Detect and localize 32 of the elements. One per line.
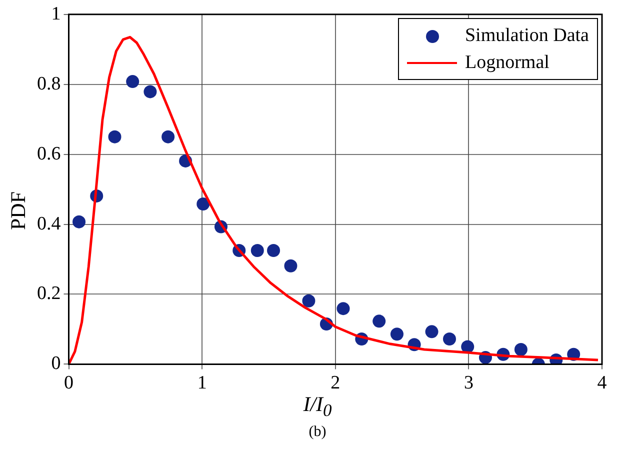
y-axis-title: PDF [6, 191, 31, 230]
point [302, 294, 316, 308]
point [72, 215, 86, 228]
point [267, 244, 280, 258]
x-tick-label: 3 [464, 372, 474, 394]
point [336, 302, 350, 316]
point [425, 325, 438, 338]
point [514, 343, 528, 356]
point [442, 332, 456, 346]
y-tick-label: 0.2 [37, 283, 61, 304]
y-tick-label: 1 [51, 3, 61, 24]
point [372, 314, 386, 328]
legend-label: Lognormal [464, 52, 550, 74]
y-tick-label: 0.8 [37, 73, 61, 94]
y-tick-label: 0.4 [37, 213, 62, 234]
point [284, 259, 298, 272]
legend-label: Simulation Data [464, 24, 589, 46]
y-tick-label: 0 [51, 353, 61, 374]
x-tick-label: 2 [330, 372, 340, 394]
point [126, 75, 140, 88]
point [250, 244, 264, 258]
point [108, 130, 122, 144]
point [144, 85, 157, 98]
point [162, 130, 175, 144]
x-tick-label: 4 [597, 372, 608, 394]
point [196, 197, 210, 210]
text: (b) [308, 424, 328, 441]
point [390, 328, 404, 341]
x-axis-title: I/I$_{0}$ [302, 392, 333, 422]
point [461, 340, 474, 354]
y-tick-label: 0.6 [37, 143, 61, 164]
x-tick-label: 1 [197, 372, 207, 394]
